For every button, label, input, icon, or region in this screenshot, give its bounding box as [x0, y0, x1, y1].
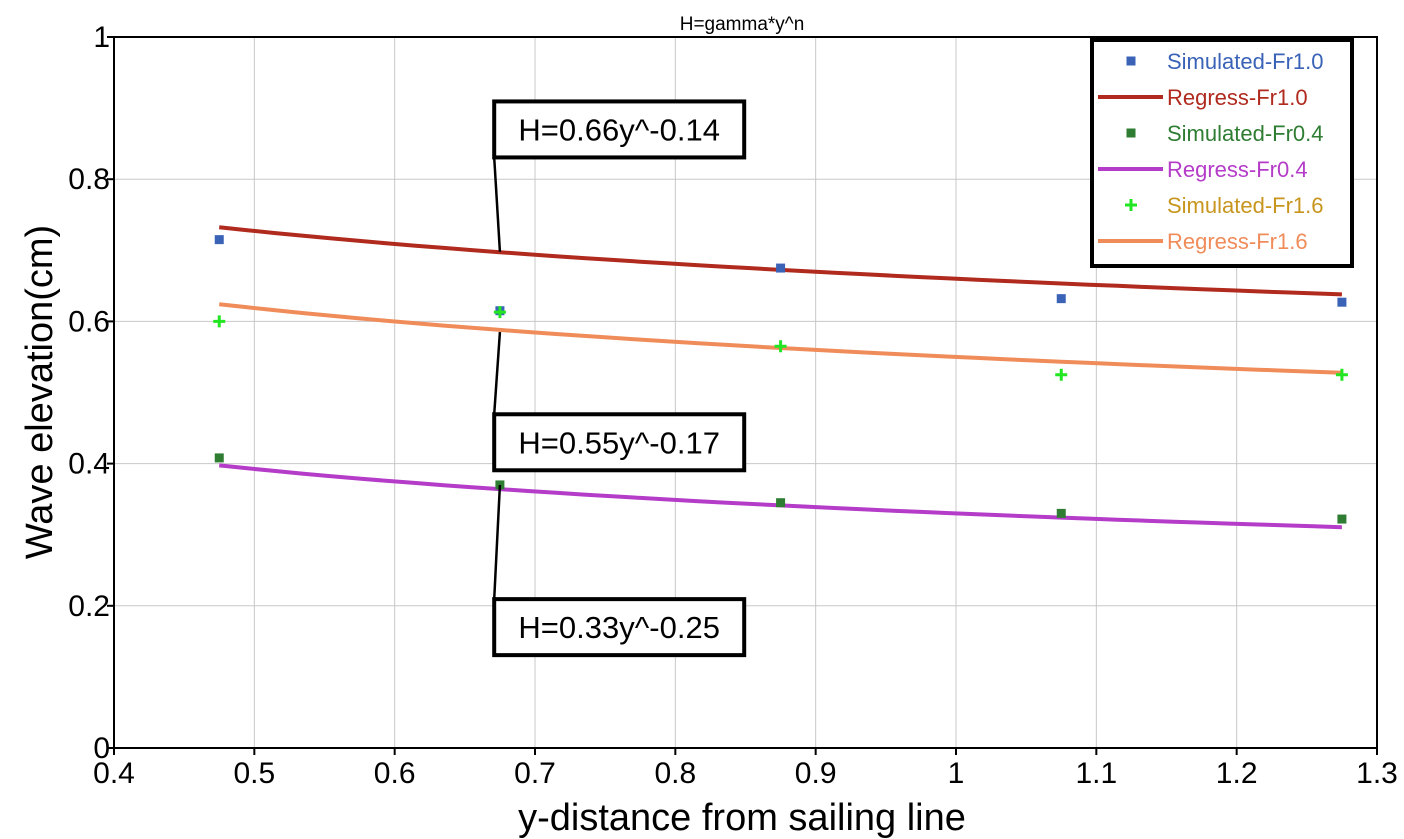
data-point [1055, 368, 1068, 381]
plot-area-frame [113, 36, 1378, 749]
annotation-label: H=0.55y^-0.17 [518, 425, 720, 460]
annotation-box [492, 412, 747, 473]
x-tick-label: 0.9 [795, 757, 837, 790]
annotation-leader-line [492, 484, 502, 600]
legend-label: Regress-Fr1.6 [1167, 229, 1308, 254]
x-axis-label: y-distance from sailing line [518, 797, 966, 839]
chart-title: H=gamma*y^n [680, 14, 805, 35]
data-point [493, 306, 506, 319]
x-tick-label: 1.3 [1356, 757, 1398, 790]
annotation-label: H=0.33y^-0.25 [518, 610, 720, 645]
annotation-box [492, 597, 747, 658]
x-tick-label: 0.4 [93, 757, 135, 790]
data-point [776, 263, 786, 273]
legend-label: Simulated-Fr1.6 [1167, 193, 1324, 218]
data-point [774, 340, 787, 353]
y-tick-label: 0 [93, 732, 110, 765]
legend-label: Regress-Fr1.0 [1167, 85, 1308, 110]
legend-label: Simulated-Fr0.4 [1167, 121, 1324, 146]
series-layer [213, 225, 1348, 530]
x-tick-label: 0.5 [233, 757, 275, 790]
y-tick-label: 0.2 [68, 590, 110, 623]
annotation-leader-line [492, 331, 502, 415]
legend-label: Regress-Fr0.4 [1167, 157, 1308, 182]
y-tick-label: 0.8 [68, 163, 110, 196]
annotation-leader-line [492, 157, 502, 252]
x-tick-label: 0.6 [374, 757, 416, 790]
legend-swatch-marker [1126, 128, 1136, 138]
annotation-label: H=0.66y^-0.14 [518, 112, 720, 147]
annotation-layer: H=0.66y^-0.14 H=0.55y^-0.17 H=0.33y^-0.25 [492, 99, 747, 658]
legend: Simulated-Fr1.0 Regress-Fr1.0 Simulated-Fr… [1090, 38, 1354, 268]
y-tick-label: 0.6 [68, 305, 110, 338]
axis-ticks: 0.4 0.5 0.6 0.7 0.8 0.9 1 1.1 1.2 1.3 0 0.2 0.4 0.6 0.… [68, 21, 1398, 790]
data-point [1056, 294, 1066, 304]
data-point [1337, 297, 1347, 307]
x-tick-label: 0.7 [514, 757, 556, 790]
data-point [1056, 508, 1066, 518]
data-point [1335, 368, 1348, 381]
x-tick-label: 1 [948, 757, 965, 790]
data-point [1337, 514, 1347, 524]
data-point [214, 235, 224, 245]
data-point [776, 498, 786, 508]
legend-box [1090, 38, 1354, 268]
x-tick-label: 0.8 [654, 757, 696, 790]
annotation-box [492, 99, 747, 160]
legend-swatch-marker [1125, 199, 1137, 211]
data-point [214, 453, 224, 463]
legend-label: Simulated-Fr1.0 [1167, 49, 1324, 74]
legend-swatch-marker [1126, 56, 1136, 66]
x-tick-label: 1.1 [1075, 757, 1117, 790]
y-axis-label: Wave elevation(cm) [19, 225, 61, 559]
data-point [213, 315, 226, 328]
y-tick-label: 1 [93, 21, 110, 54]
x-tick-label: 1.2 [1216, 757, 1258, 790]
y-tick-label: 0.4 [68, 448, 110, 481]
